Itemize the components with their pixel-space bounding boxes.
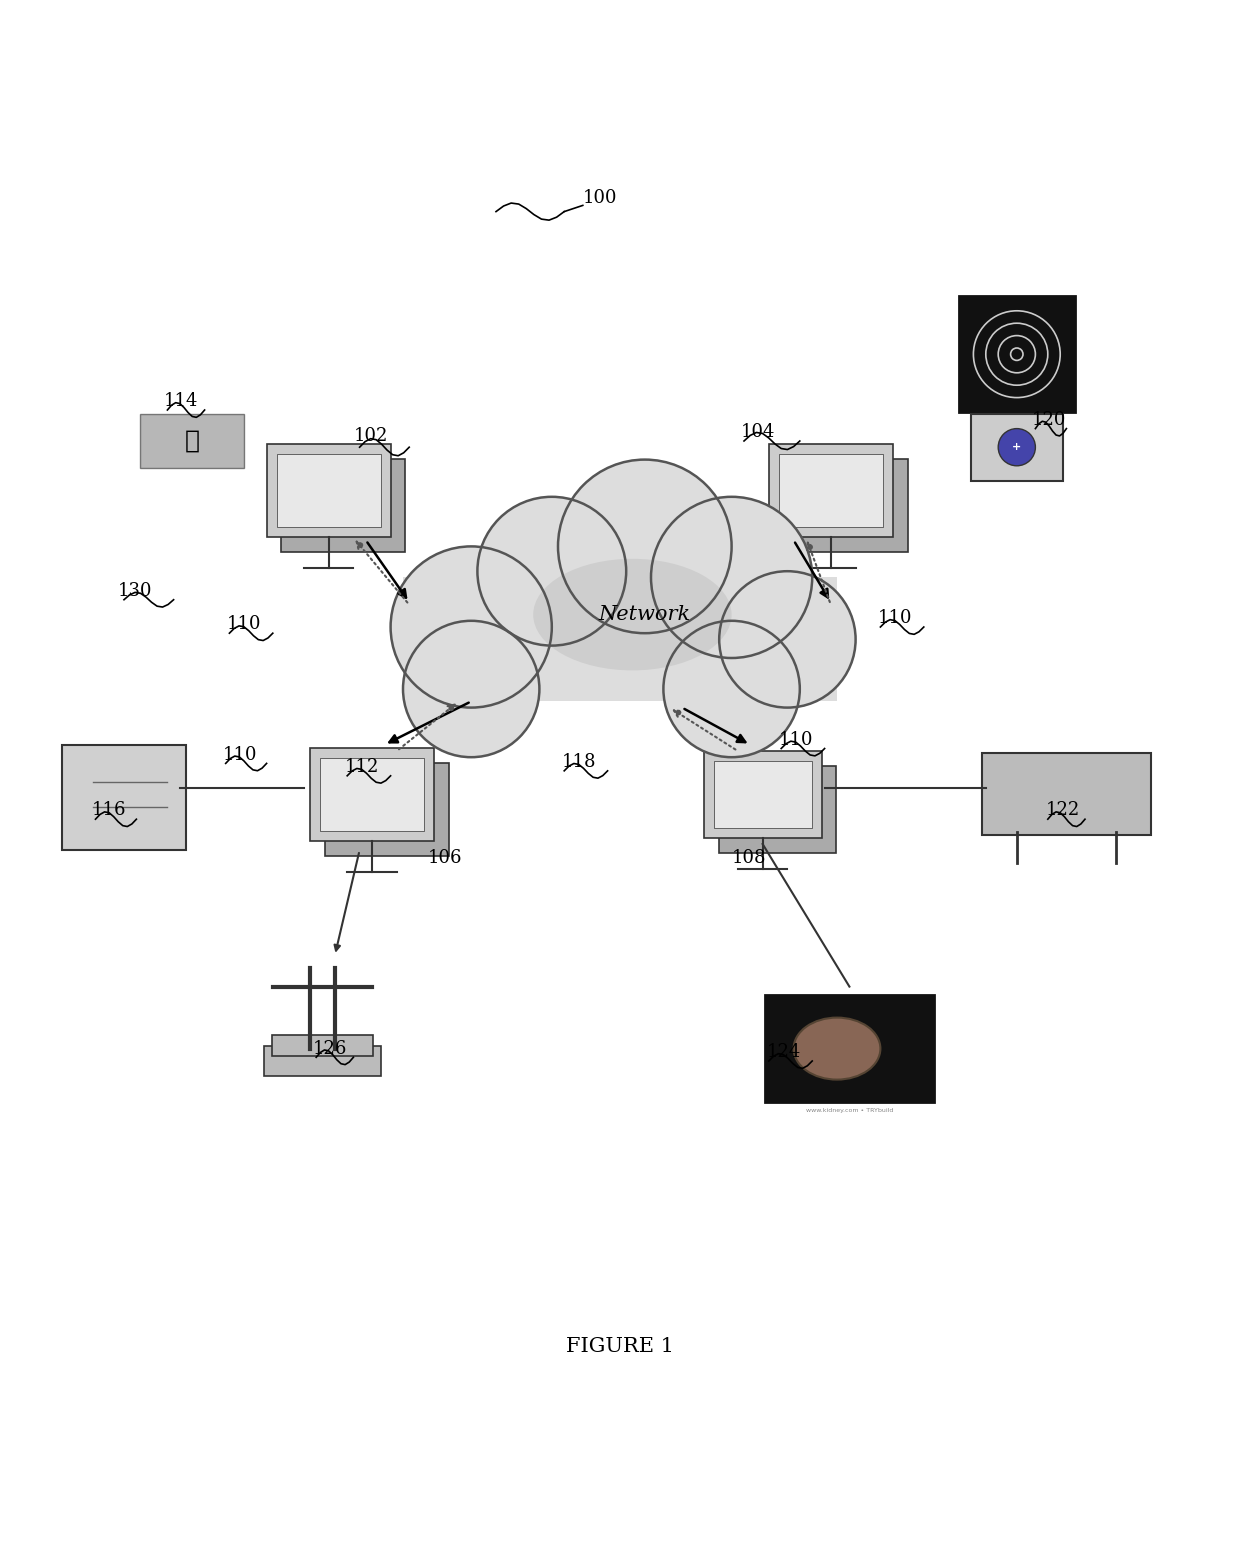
Text: 116: 116 (92, 801, 126, 820)
Text: 104: 104 (740, 424, 775, 441)
FancyBboxPatch shape (971, 414, 1063, 480)
Ellipse shape (794, 1018, 880, 1079)
Text: 120: 120 (1032, 411, 1066, 429)
Circle shape (391, 546, 552, 707)
Text: 🔧: 🔧 (185, 429, 200, 454)
Text: 110: 110 (779, 730, 813, 749)
FancyBboxPatch shape (325, 763, 449, 856)
Circle shape (719, 571, 856, 707)
Circle shape (558, 460, 732, 633)
FancyBboxPatch shape (62, 744, 186, 851)
FancyBboxPatch shape (320, 759, 424, 830)
Text: 110: 110 (223, 746, 258, 763)
Ellipse shape (533, 558, 732, 671)
FancyBboxPatch shape (264, 1046, 381, 1076)
Circle shape (477, 497, 626, 646)
Text: 124: 124 (766, 1043, 801, 1062)
FancyBboxPatch shape (784, 458, 908, 552)
Circle shape (998, 429, 1035, 466)
Circle shape (651, 497, 812, 658)
FancyBboxPatch shape (272, 1035, 373, 1056)
FancyBboxPatch shape (277, 454, 381, 527)
Text: 130: 130 (118, 582, 153, 601)
FancyBboxPatch shape (267, 444, 391, 536)
FancyBboxPatch shape (704, 751, 821, 838)
FancyBboxPatch shape (281, 458, 405, 552)
Text: 114: 114 (164, 393, 198, 410)
Text: 112: 112 (345, 759, 379, 776)
FancyBboxPatch shape (779, 454, 883, 527)
Text: Network: Network (599, 605, 691, 624)
Text: 102: 102 (353, 427, 388, 446)
Text: 126: 126 (312, 1040, 347, 1057)
FancyBboxPatch shape (140, 414, 244, 468)
FancyBboxPatch shape (403, 577, 837, 701)
FancyBboxPatch shape (765, 995, 934, 1103)
Text: 106: 106 (428, 849, 463, 866)
FancyBboxPatch shape (769, 444, 893, 536)
Text: 122: 122 (1045, 801, 1080, 820)
FancyBboxPatch shape (714, 762, 811, 827)
FancyBboxPatch shape (982, 754, 1151, 835)
FancyBboxPatch shape (959, 296, 1075, 413)
FancyBboxPatch shape (719, 766, 836, 852)
Circle shape (403, 621, 539, 757)
Text: www.kidney.com • TRYbuild: www.kidney.com • TRYbuild (806, 1109, 893, 1114)
Text: +: + (1012, 443, 1022, 452)
Text: FIGURE 1: FIGURE 1 (565, 1337, 675, 1356)
FancyBboxPatch shape (310, 748, 434, 841)
Text: 110: 110 (227, 616, 262, 633)
Text: 118: 118 (562, 754, 596, 771)
Circle shape (663, 621, 800, 757)
Text: 110: 110 (878, 610, 913, 627)
Text: 108: 108 (732, 849, 766, 866)
Text: 100: 100 (583, 189, 618, 206)
